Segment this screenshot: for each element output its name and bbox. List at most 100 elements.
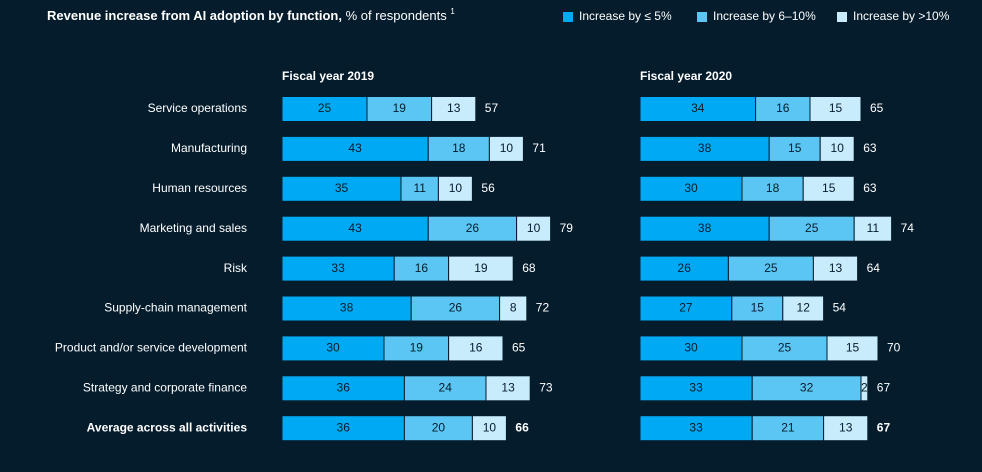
bar-segment bbox=[427, 135, 490, 162]
bar-segment bbox=[448, 335, 504, 362]
bar-segment bbox=[448, 255, 514, 282]
bar-value-label: 33 bbox=[689, 420, 703, 434]
total-label: 72 bbox=[536, 301, 550, 315]
legend-label: Increase by >10% bbox=[853, 9, 950, 23]
legend-label: Increase by 6–10% bbox=[713, 9, 816, 23]
bar-segment bbox=[727, 255, 814, 282]
bar-value-label: 13 bbox=[839, 420, 853, 434]
category-label: Product and/or service development bbox=[55, 341, 248, 355]
bar-segment bbox=[410, 295, 501, 322]
bar-segment bbox=[639, 255, 729, 282]
bar-value-label: 25 bbox=[805, 221, 819, 235]
total-label: 63 bbox=[863, 181, 877, 195]
bar-value-label: 33 bbox=[331, 261, 345, 275]
total-label: 66 bbox=[515, 420, 529, 434]
bar-segment bbox=[281, 375, 405, 402]
bar-value-label: 18 bbox=[766, 181, 780, 195]
bar-segment bbox=[751, 375, 862, 402]
category-label: Supply-chain management bbox=[104, 301, 247, 315]
total-label: 67 bbox=[877, 420, 891, 434]
bar-value-label: 11 bbox=[867, 221, 880, 235]
total-label: 64 bbox=[867, 261, 881, 275]
bar-value-label: 26 bbox=[678, 261, 692, 275]
chart-title: Revenue increase from AI adoption by fun… bbox=[47, 7, 455, 23]
bar-value-label: 38 bbox=[698, 141, 712, 155]
bar-value-label: 19 bbox=[410, 341, 424, 355]
bar-segment bbox=[853, 215, 893, 242]
bar-value-label: 35 bbox=[335, 181, 349, 195]
bar-segment bbox=[639, 135, 770, 162]
bar-segment bbox=[488, 135, 524, 162]
bar-value-label: 15 bbox=[751, 301, 765, 315]
bar-value-label: 20 bbox=[432, 420, 446, 434]
bar-segment bbox=[860, 375, 869, 402]
bar-segment bbox=[281, 215, 429, 242]
bar-value-label: 15 bbox=[846, 341, 860, 355]
bar-value-label: 16 bbox=[415, 261, 429, 275]
bar-value-label: 26 bbox=[466, 221, 480, 235]
total-label: 54 bbox=[833, 301, 847, 315]
category-label: Average across all activities bbox=[87, 420, 248, 434]
total-label: 74 bbox=[901, 221, 915, 235]
total-label: 79 bbox=[560, 221, 574, 235]
bar-segment bbox=[281, 175, 402, 202]
bar-segment bbox=[281, 255, 395, 282]
total-label: 56 bbox=[481, 181, 495, 195]
total-label: 57 bbox=[485, 101, 499, 115]
bar-value-label: 15 bbox=[822, 181, 836, 195]
bar-value-label: 26 bbox=[449, 301, 463, 315]
total-label: 68 bbox=[522, 261, 536, 275]
bar-value-label: 12 bbox=[797, 301, 811, 315]
bar-value-label: 10 bbox=[483, 420, 497, 434]
bar-value-label: 25 bbox=[764, 261, 778, 275]
bar-value-label: 13 bbox=[501, 380, 515, 394]
bar-segment bbox=[812, 255, 859, 282]
bar-segment bbox=[281, 96, 368, 122]
bar-value-label: 30 bbox=[684, 341, 698, 355]
bar-value-label: 11 bbox=[413, 181, 426, 195]
category-label: Marketing and sales bbox=[140, 221, 247, 235]
legend-label: Increase by ≤ 5% bbox=[579, 9, 672, 23]
bar-segment bbox=[281, 295, 412, 322]
bar-value-label: 27 bbox=[679, 301, 693, 315]
bar-value-label: 38 bbox=[340, 301, 354, 315]
category-label: Strategy and corporate finance bbox=[83, 380, 247, 394]
bar-value-label: 13 bbox=[829, 261, 843, 275]
total-label: 65 bbox=[870, 101, 884, 115]
bar-segment bbox=[499, 295, 528, 322]
bar-segment bbox=[485, 375, 531, 402]
bar-segment bbox=[471, 415, 507, 442]
bar-segment bbox=[639, 415, 753, 442]
bar-value-label: 24 bbox=[439, 380, 453, 394]
title-main: Revenue increase from AI adoption by fun… bbox=[47, 8, 342, 23]
bar-segment bbox=[281, 335, 385, 362]
bar-value-label: 30 bbox=[326, 341, 340, 355]
bar-segment bbox=[516, 215, 552, 242]
total-label: 73 bbox=[539, 380, 553, 394]
bar-segment bbox=[403, 375, 487, 402]
bar-segment bbox=[826, 335, 879, 362]
bar-value-label: 15 bbox=[788, 141, 802, 155]
bar-segment bbox=[819, 135, 855, 162]
bar-segment bbox=[400, 175, 439, 202]
bar-value-label: 36 bbox=[337, 380, 351, 394]
bar-value-label: 10 bbox=[831, 141, 845, 155]
bar-value-label: 43 bbox=[348, 221, 362, 235]
bar-value-label: 21 bbox=[781, 420, 795, 434]
total-label: 71 bbox=[532, 141, 546, 155]
bar-segment bbox=[782, 295, 825, 322]
bar-value-label: 16 bbox=[776, 101, 790, 115]
bar-value-label: 30 bbox=[684, 181, 698, 195]
bar-segment bbox=[639, 215, 770, 242]
bar-value-label: 32 bbox=[800, 380, 814, 394]
bar-segment bbox=[639, 375, 753, 402]
bar-value-label: 43 bbox=[348, 141, 362, 155]
bar-segment bbox=[741, 175, 804, 202]
bar-value-label: 10 bbox=[449, 181, 463, 195]
bar-segment bbox=[639, 335, 743, 362]
legend-swatch bbox=[697, 12, 707, 22]
bar-value-label: 25 bbox=[778, 341, 792, 355]
bar-value-label: 25 bbox=[318, 101, 332, 115]
bar-value-label: 33 bbox=[689, 380, 703, 394]
